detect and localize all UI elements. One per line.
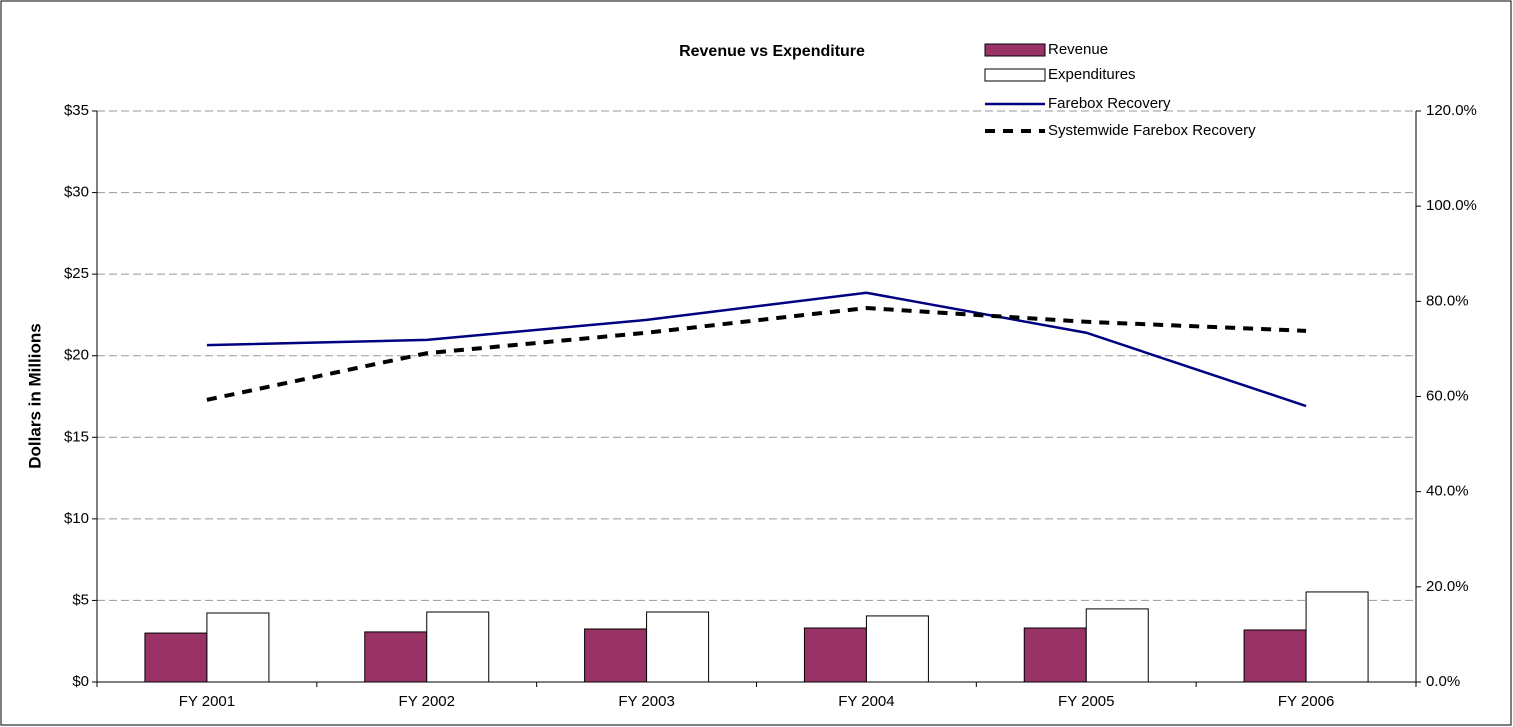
legend-label: Expenditures: [1048, 66, 1136, 83]
x-tick-label: FY 2004: [838, 693, 894, 710]
y-tick-label: $30: [64, 184, 89, 201]
bar: [1305, 591, 1369, 683]
legend-swatch: [984, 68, 1046, 82]
chart-title: Revenue vs Expenditure: [679, 43, 865, 60]
legend-label: Farebox Recovery: [1048, 95, 1171, 112]
bar: [144, 632, 208, 683]
y-tick-label: $5: [72, 591, 89, 608]
legend-swatch: [984, 43, 1046, 57]
x-tick-label: FY 2001: [179, 693, 235, 710]
bar: [1023, 627, 1087, 683]
bar: [1085, 608, 1149, 683]
bar: [426, 611, 490, 683]
y2-tick-label: 20.0%: [1426, 578, 1469, 595]
y-tick-label: $10: [64, 510, 89, 527]
bar: [206, 612, 270, 683]
bar: [584, 628, 648, 683]
line: [206, 305, 1307, 402]
y-tick-label: $15: [64, 428, 89, 445]
bar: [803, 627, 867, 683]
y-tick-label: $20: [64, 347, 89, 364]
y-tick-label: $25: [64, 265, 89, 282]
x-tick-label: FY 2003: [618, 693, 674, 710]
x-tick-label: FY 2006: [1278, 693, 1334, 710]
y2-tick-label: 100.0%: [1426, 197, 1477, 214]
y-tick-label: $35: [64, 102, 89, 119]
y-tick-label: $0: [72, 673, 89, 690]
bar: [646, 611, 710, 683]
legend-label: Systemwide Farebox Recovery: [1048, 122, 1256, 139]
bar: [865, 615, 929, 683]
x-tick-label: FY 2002: [399, 693, 455, 710]
y2-tick-label: 120.0%: [1426, 102, 1477, 119]
bar: [1243, 629, 1307, 683]
y2-tick-label: 60.0%: [1426, 387, 1469, 404]
x-tick-label: FY 2005: [1058, 693, 1114, 710]
y2-tick-label: 80.0%: [1426, 292, 1469, 309]
y2-tick-label: 40.0%: [1426, 483, 1469, 500]
y2-tick-label: 0.0%: [1426, 673, 1460, 690]
bar: [364, 631, 428, 683]
line: [206, 291, 1307, 408]
legend-label: Revenue: [1048, 41, 1108, 58]
y-axis-label: Dollars in Millions: [25, 323, 44, 468]
